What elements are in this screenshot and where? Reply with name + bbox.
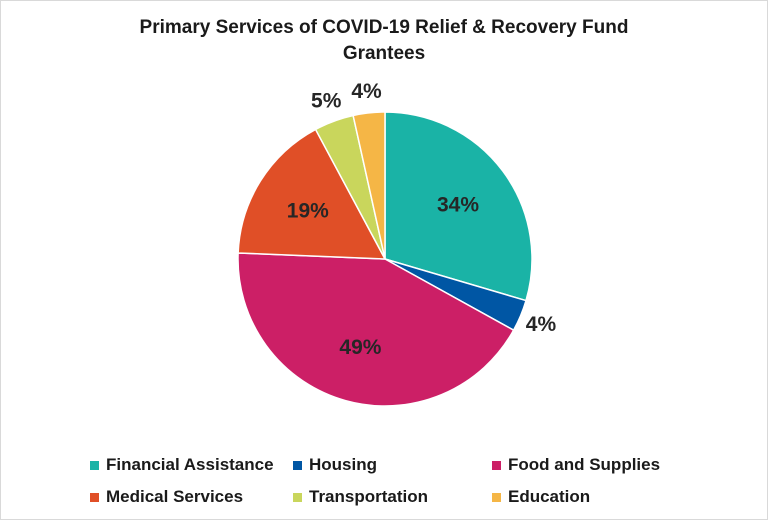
data-label-transportation: 5% xyxy=(311,89,342,112)
legend-swatch xyxy=(90,460,99,470)
legend-label: Housing xyxy=(309,455,377,474)
chart-title: Primary Services of COVID-19 Relief & Re… xyxy=(1,15,767,67)
legend-item-food-and-supplies: Food and Supplies xyxy=(492,455,660,475)
legend-label: Financial Assistance xyxy=(106,455,274,474)
legend-item-financial-assistance: Financial Assistance xyxy=(90,455,274,475)
legend-swatch xyxy=(90,492,99,502)
pie-slice-financial-assistance xyxy=(384,111,533,302)
legend-item-education: Education xyxy=(492,487,590,507)
legend-label: Medical Services xyxy=(106,487,244,506)
data-label-education: 4% xyxy=(351,80,382,103)
data-label-food-and-supplies: 49% xyxy=(339,336,381,359)
data-label-housing: 4% xyxy=(526,313,557,336)
data-label-financial-assistance: 34% xyxy=(437,193,479,216)
pie-slice-food-and-supplies xyxy=(237,252,515,407)
legend-swatch xyxy=(293,492,302,502)
pie-slice-medical-services xyxy=(237,128,387,260)
legend-label: Food and Supplies xyxy=(508,455,661,474)
legend-item-housing: Housing xyxy=(293,455,377,475)
legend-label: Education xyxy=(508,487,591,506)
title-line-1: Primary Services of COVID-19 Relief & Re… xyxy=(139,17,629,38)
data-label-medical-services: 19% xyxy=(287,200,329,223)
legend-swatch xyxy=(492,460,501,470)
legend-item-transportation: Transportation xyxy=(293,487,428,507)
legend-swatch xyxy=(293,460,302,470)
legend-item-medical-services: Medical Services xyxy=(90,487,243,507)
legend-swatch xyxy=(492,492,501,502)
pie-slice-education xyxy=(352,111,386,260)
title-line-2: Grantees xyxy=(342,43,426,64)
legend-label: Transportation xyxy=(309,487,429,506)
